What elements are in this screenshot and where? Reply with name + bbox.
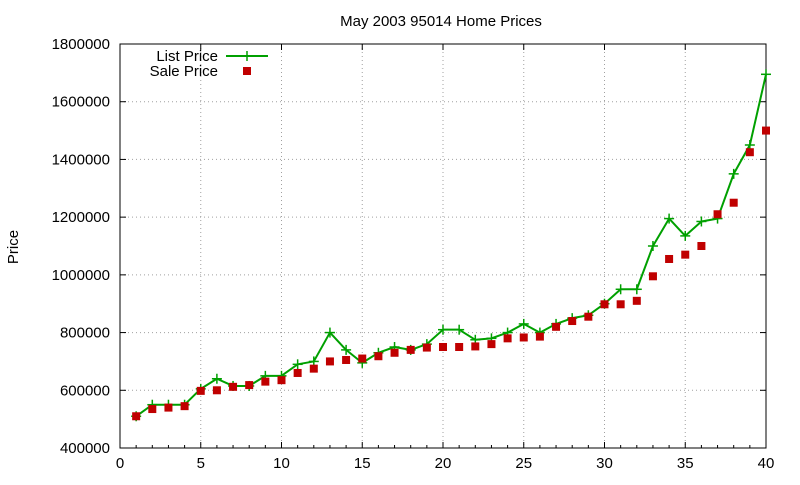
x-tick-label: 5: [197, 455, 205, 472]
data-point: [568, 317, 577, 326]
data-point: [519, 333, 528, 342]
data-point: [518, 318, 529, 329]
y-tick-label: 1000000: [52, 267, 110, 284]
x-tick-label: 30: [596, 455, 613, 472]
y-tick-label: 1800000: [52, 36, 110, 53]
x-tick-label: 15: [354, 455, 371, 472]
data-point: [647, 241, 658, 251]
x-tick-label: 35: [677, 455, 694, 472]
data-point: [277, 376, 286, 385]
data-point: [148, 405, 157, 414]
data-point: [229, 382, 238, 391]
data-point: [439, 343, 447, 351]
data-point: [211, 373, 222, 384]
data-point: [196, 386, 205, 395]
data-point: [713, 210, 722, 219]
data-point: [696, 216, 707, 227]
data-point: [471, 342, 480, 351]
data-point: [503, 334, 512, 343]
data-point: [324, 327, 335, 338]
data-point: [406, 345, 415, 354]
legend-label-sale-price: Sale Price: [150, 63, 218, 80]
data-point: [342, 355, 351, 364]
legend-swatch-marker: [243, 67, 251, 75]
series-sale-price: [132, 126, 770, 421]
data-point: [422, 343, 431, 352]
x-tick-label: 40: [758, 455, 775, 472]
data-point: [309, 364, 318, 373]
data-point: [454, 324, 465, 335]
data-point: [358, 354, 367, 363]
data-point: [132, 412, 141, 421]
y-tick-label: 1400000: [52, 151, 110, 168]
legend: List Price Sale Price: [150, 48, 268, 80]
data-point: [245, 381, 254, 390]
data-point: [341, 344, 352, 355]
x-tick-label: 10: [273, 455, 290, 472]
data-point: [729, 198, 738, 207]
chart-title: May 2003 95014 Home Prices: [340, 13, 542, 30]
data-point: [615, 284, 626, 295]
data-point: [745, 148, 754, 157]
data-point: [180, 402, 189, 411]
series-list-price: [131, 69, 771, 422]
data-point: [455, 343, 464, 351]
tick-labels: 0 5 10 15 20 25 30 35 40 400000 600000 800000 100000…: [52, 36, 775, 472]
data-point: [616, 300, 625, 309]
data-point: [665, 254, 674, 263]
data-point: [261, 377, 270, 386]
legend-swatch-marker: [242, 51, 252, 61]
data-point: [681, 250, 690, 259]
axes: [119, 43, 767, 449]
x-tick-label: 25: [515, 455, 532, 472]
x-tick-label: 20: [435, 455, 452, 472]
x-tick-label: 0: [116, 455, 124, 472]
data-point: [648, 272, 657, 281]
legend-label-list-price: List Price: [156, 48, 218, 65]
data-point: [438, 324, 448, 335]
data-point: [600, 300, 609, 309]
data-point: [164, 403, 173, 412]
y-tick-label: 1200000: [52, 209, 110, 226]
data-point: [293, 368, 302, 377]
data-point: [761, 69, 771, 80]
data-point: [374, 352, 383, 361]
data-point: [584, 312, 593, 321]
data-point: [664, 213, 675, 224]
data-point: [631, 284, 642, 295]
series: [131, 69, 771, 422]
data-point: [292, 359, 303, 370]
data-point: [697, 242, 706, 250]
y-tick-label: 600000: [60, 382, 110, 399]
y-axis-label: Price: [5, 230, 22, 264]
y-tick-label: 800000: [60, 325, 110, 342]
series-line: [135, 74, 767, 418]
y-tick-label: 400000: [60, 440, 110, 457]
data-point: [212, 386, 221, 395]
data-point: [325, 357, 334, 366]
data-point: [535, 332, 544, 341]
data-point: [728, 168, 739, 179]
y-tick-label: 1600000: [52, 94, 110, 111]
data-point: [487, 340, 496, 349]
data-point: [390, 348, 399, 357]
data-point: [762, 126, 770, 135]
data-point: [632, 296, 641, 305]
data-point: [552, 322, 561, 331]
data-point: [680, 230, 691, 241]
